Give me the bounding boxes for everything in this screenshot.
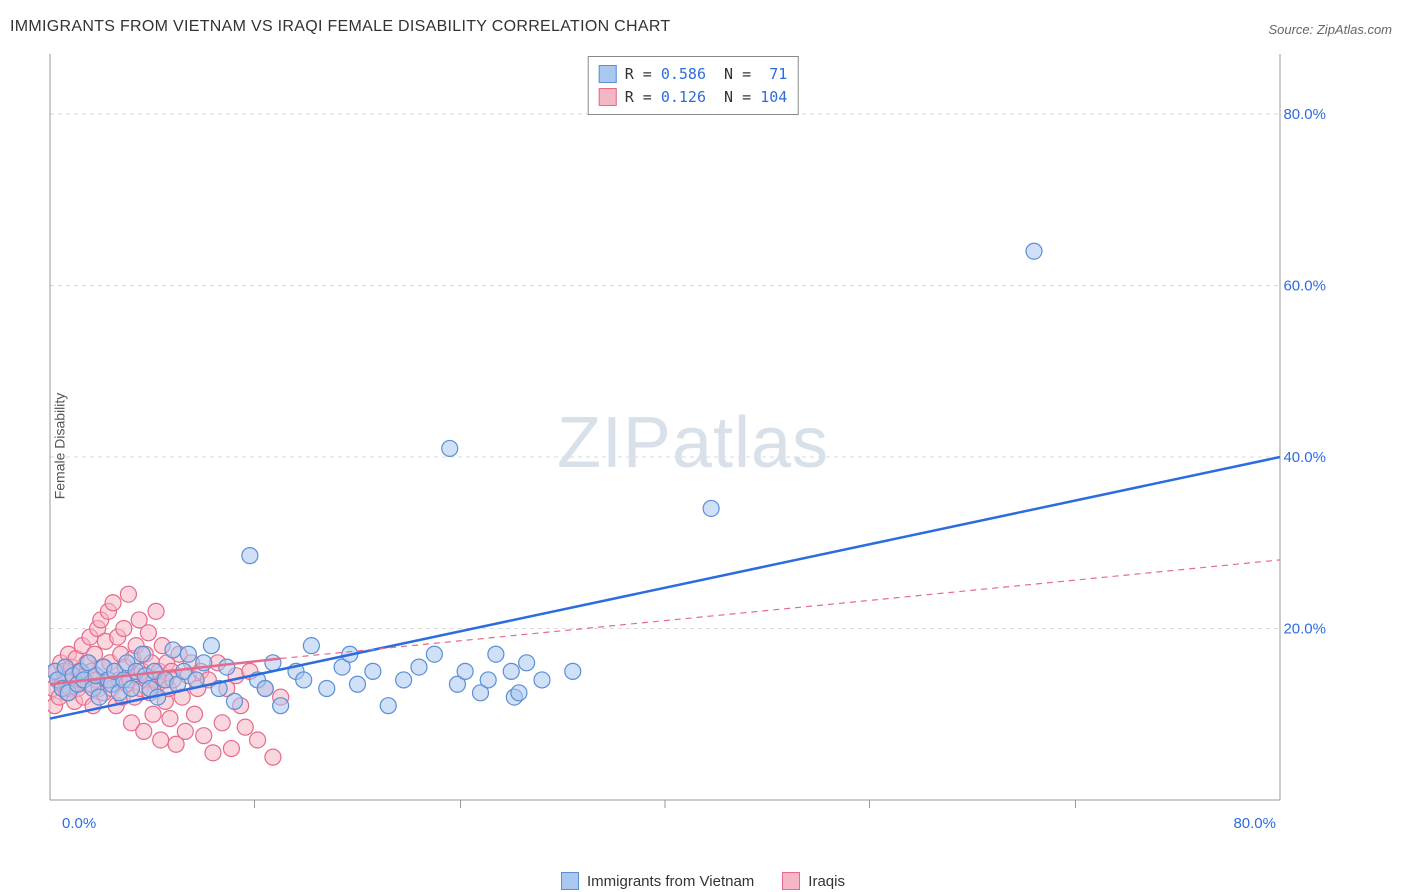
svg-text:80.0%: 80.0%	[1283, 106, 1326, 123]
legend-swatch	[561, 872, 579, 890]
svg-text:40.0%: 40.0%	[1283, 449, 1326, 466]
svg-text:0.0%: 0.0%	[62, 815, 96, 832]
legend-stats: R = 0.586 N = 71	[625, 63, 788, 86]
svg-text:80.0%: 80.0%	[1233, 815, 1276, 832]
legend-swatch	[599, 65, 617, 83]
legend-swatch	[599, 88, 617, 106]
chart-title: IMMIGRANTS FROM VIETNAM VS IRAQI FEMALE …	[10, 18, 671, 36]
legend-row: R = 0.126 N = 104	[599, 86, 788, 109]
series-legend-item: Iraqis	[782, 872, 845, 890]
series-legend-item: Immigrants from Vietnam	[561, 872, 754, 890]
svg-text:20.0%: 20.0%	[1283, 621, 1326, 638]
plot-area: 20.0%40.0%60.0%80.0%0.0%80.0% ZIPatlas R…	[48, 52, 1338, 842]
x-axis-legend: Immigrants from Vietnam Iraqis	[561, 872, 845, 890]
series-label: Immigrants from Vietnam	[587, 873, 754, 890]
correlation-legend: R = 0.586 N = 71R = 0.126 N = 104	[588, 56, 799, 115]
svg-text:60.0%: 60.0%	[1283, 278, 1326, 295]
source-attribution: Source: ZipAtlas.com	[1268, 22, 1392, 37]
chart-container: IMMIGRANTS FROM VIETNAM VS IRAQI FEMALE …	[0, 0, 1406, 892]
legend-row: R = 0.586 N = 71	[599, 63, 788, 86]
legend-swatch	[782, 872, 800, 890]
scatter-chart: 20.0% 40.0% 60.0% 80.0% 0.0% 80.0%	[48, 52, 1338, 842]
legend-stats: R = 0.126 N = 104	[625, 86, 788, 109]
series-label: Iraqis	[808, 873, 845, 890]
